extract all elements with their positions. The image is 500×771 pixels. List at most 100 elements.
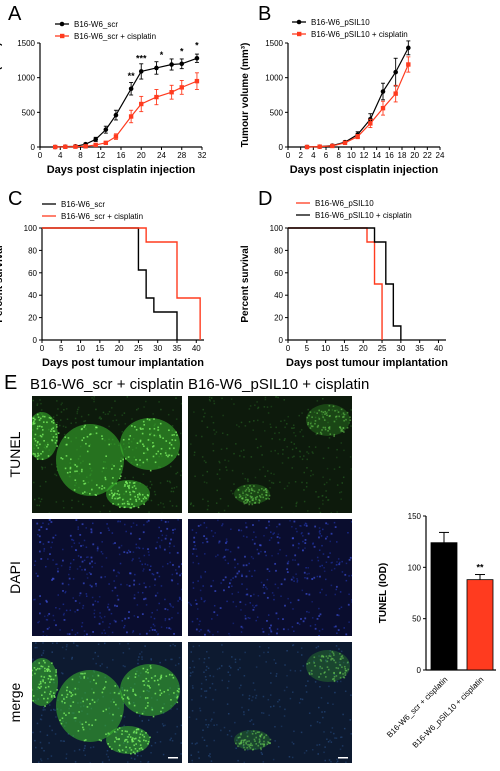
speckle [253, 531, 255, 533]
stain-dot [328, 409, 330, 411]
speckle [232, 601, 235, 603]
speckle [162, 565, 164, 568]
stain-dot [34, 433, 37, 436]
column-header: B16-W6_pSIL10 + cisplatin [188, 376, 369, 393]
stain-dot [341, 428, 343, 431]
stain-dot [341, 416, 344, 418]
speckle [319, 511, 322, 513]
stain-dot [240, 733, 242, 736]
stain-dot [253, 490, 256, 493]
speckle [87, 556, 89, 558]
speckle [56, 563, 58, 565]
speckle [351, 574, 352, 577]
stain-dot [37, 447, 40, 449]
speckle [106, 666, 108, 669]
stain-dot [246, 501, 248, 503]
speckle [291, 741, 294, 744]
speckle [238, 425, 240, 428]
stain-dot [66, 686, 69, 689]
speckle [258, 519, 260, 522]
stain-dot [333, 420, 336, 423]
speckle [288, 482, 290, 484]
speckle [315, 646, 318, 649]
speckle [226, 433, 229, 436]
speckle [221, 651, 224, 653]
nucleus-dot [148, 568, 151, 571]
stain-dot [243, 739, 246, 741]
stain-dot [239, 495, 242, 498]
stain-dot [140, 428, 142, 431]
speckle [175, 472, 177, 475]
nucleus-dot [275, 612, 278, 615]
speckle [93, 616, 96, 618]
speckle [321, 494, 324, 497]
speckle [244, 425, 247, 427]
speckle [37, 761, 40, 763]
stain-dot [242, 740, 245, 742]
nucleus-dot [214, 590, 217, 592]
stain-dot [339, 426, 342, 428]
speckle [248, 421, 251, 423]
stain-dot [147, 740, 150, 743]
stain-dot [152, 445, 154, 448]
speckle [305, 685, 307, 687]
nucleus-dot [80, 545, 82, 547]
speckle [231, 585, 233, 587]
speckle [48, 512, 51, 513]
x-tick-label: 4 [311, 151, 316, 160]
nucleus-dot [238, 570, 241, 573]
speckle [166, 563, 169, 565]
nucleus-dot [144, 586, 147, 589]
speckle [270, 537, 273, 539]
stain-dot [114, 740, 116, 743]
speckle [285, 554, 288, 557]
significance-marker: * [160, 50, 164, 60]
speckle [132, 476, 135, 479]
speckle [66, 644, 68, 646]
stain-dot [123, 689, 126, 692]
speckle [219, 497, 222, 500]
nucleus-dot [206, 540, 209, 543]
speckle [42, 630, 45, 633]
stain-dot [120, 465, 123, 467]
stain-dot [338, 415, 341, 418]
speckle [189, 666, 191, 669]
speckle [138, 547, 141, 549]
speckle [91, 529, 93, 532]
speckle [38, 497, 40, 500]
speckle [181, 420, 182, 423]
speckle [295, 527, 297, 530]
stain-dot [53, 430, 56, 433]
nucleus-dot [325, 537, 327, 540]
speckle [340, 736, 342, 739]
stain-dot [47, 668, 49, 670]
stain-dot [251, 749, 254, 751]
stain-dot [328, 404, 331, 407]
stain-dot [243, 501, 245, 503]
nucleus-dot [264, 550, 267, 553]
speckle [270, 450, 272, 453]
speckle [173, 487, 176, 489]
speckle [194, 743, 197, 745]
stain-dot [46, 670, 49, 673]
stain-dot [331, 658, 334, 660]
speckle [209, 753, 211, 755]
speckle [156, 609, 158, 611]
speckle [167, 521, 170, 523]
speckle [295, 447, 298, 449]
speckle [203, 661, 205, 664]
stain-dot [101, 485, 104, 487]
speckle [288, 756, 291, 758]
stain-dot [35, 444, 38, 447]
speckle [47, 758, 49, 760]
stain-dot [43, 697, 45, 700]
speckle [323, 751, 325, 754]
stain-dot [324, 671, 326, 673]
micrograph-merge [32, 642, 182, 763]
stain-dot [61, 694, 63, 696]
speckle [48, 626, 51, 629]
survival-curve [288, 227, 402, 340]
stain-dot [105, 733, 107, 736]
stain-dot [252, 497, 254, 500]
